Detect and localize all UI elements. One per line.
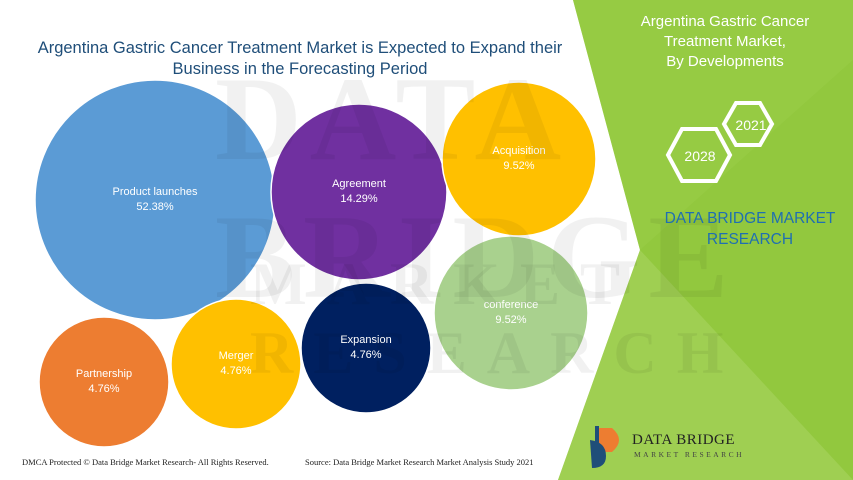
dmca-notice: DMCA Protected © Data Bridge Market Rese…	[22, 457, 269, 467]
bubble-expansion	[300, 282, 432, 414]
bubble-value-conference: 9.52%	[495, 314, 526, 326]
side-panel-light-bottom	[558, 250, 853, 480]
side-title-line2: Treatment Market,	[664, 33, 786, 50]
source-note: Source: Data Bridge Market Research Mark…	[305, 457, 534, 467]
side-title-line3: By Developments	[666, 53, 784, 70]
logo-name: DATA BRIDGE	[632, 432, 736, 448]
bubble-label-partnership: Partnership	[76, 368, 132, 380]
brand-line1: DATA BRIDGE MARKET	[664, 210, 836, 227]
bubble-label-conference: conference	[484, 299, 538, 311]
bubble-value-expansion: 4.76%	[350, 349, 381, 361]
side-panel-light-top	[573, 0, 853, 250]
bubble-partnership	[38, 316, 170, 448]
year-2021: 2021	[735, 117, 766, 133]
logo-tagline: MARKET RESEARCH	[634, 450, 745, 459]
bubble-group: Product launches 52.38% Agreement 14.29% Acq…	[34, 79, 597, 448]
bubble-label-acquisition: Acquisition	[492, 145, 545, 157]
bubble-acquisition	[441, 81, 597, 237]
hexagon-2028	[665, 127, 733, 183]
bubble-label-product-launches: Product launches	[113, 186, 198, 198]
bubble-merger	[170, 298, 302, 430]
year-2028: 2028	[684, 148, 715, 164]
bubble-value-acquisition: 9.52%	[503, 160, 534, 172]
bubble-label-merger: Merger	[219, 350, 254, 362]
bubble-value-merger: 4.76%	[220, 365, 251, 377]
brand-line2: RESEARCH	[706, 231, 794, 248]
chart-title: Argentina Gastric Cancer Treatment Marke…	[37, 39, 563, 78]
bubble-value-partnership: 4.76%	[88, 383, 119, 395]
hexagon-2021	[721, 101, 775, 147]
bubble-agreement	[270, 103, 448, 281]
brand-text: DATA BRIDGE MARKET RESEARCH	[655, 208, 845, 250]
side-panel-title: Argentina Gastric Cancer Treatment Marke…	[600, 12, 850, 72]
bubble-label-agreement: Agreement	[332, 178, 386, 190]
logo-icon	[590, 426, 619, 468]
side-title-line1: Argentina Gastric Cancer	[640, 13, 810, 30]
bubble-conference	[433, 235, 589, 391]
bubble-product-launches	[34, 79, 276, 321]
bubble-value-product-launches: 52.38%	[136, 201, 174, 213]
bubble-value-agreement: 14.29%	[340, 193, 378, 205]
bubble-label-expansion: Expansion	[340, 334, 391, 346]
